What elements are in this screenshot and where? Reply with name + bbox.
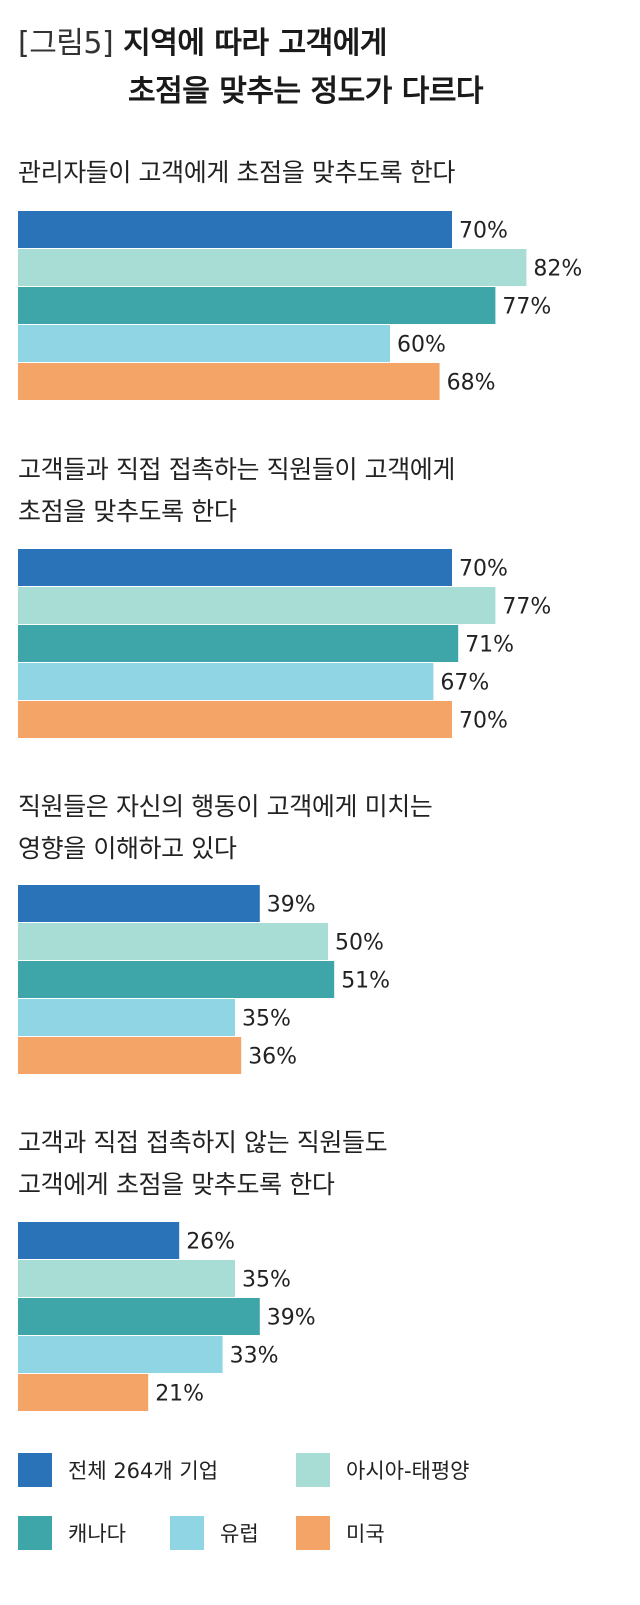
- bar-q1-total: [18, 211, 452, 248]
- legend-item-usa: 미국: [296, 1515, 385, 1551]
- legend-swatch-europe: [170, 1516, 204, 1550]
- value-label-q3-total: 39%: [267, 893, 316, 918]
- question-label-2a: 고객들과 직접 접촉하는 직원들이 고객에게: [18, 455, 455, 484]
- legend-item-europe: 유럽: [170, 1515, 259, 1551]
- legend-item-total: 전체 264개 기업: [18, 1452, 218, 1488]
- value-label-q4-total: 26%: [186, 1230, 235, 1255]
- value-label-q2-asia-pacific: 77%: [502, 595, 551, 620]
- bar-q2-total: [18, 549, 452, 586]
- value-label-q2-canada: 71%: [465, 633, 514, 658]
- value-label-q2-europe: 67%: [440, 671, 489, 696]
- bar-q4-asia-pacific: [18, 1260, 235, 1297]
- legend-swatch-usa: [296, 1516, 330, 1550]
- figure-number: [그림5]: [18, 26, 114, 61]
- legend-label-usa: 미국: [346, 1522, 385, 1546]
- value-label-q2-usa: 70%: [459, 709, 508, 734]
- question-label-3b: 영향을 이해하고 있다: [18, 834, 237, 863]
- value-label-q1-usa: 68%: [447, 371, 496, 396]
- value-label-q1-europe: 60%: [397, 333, 446, 358]
- value-label-q1-asia-pacific: 82%: [533, 257, 582, 282]
- value-label-q1-canada: 77%: [502, 295, 551, 320]
- value-label-q4-asia-pacific: 35%: [242, 1268, 291, 1293]
- legend-label-total: 전체 264개 기업: [68, 1459, 219, 1483]
- bar-q3-total: [18, 885, 260, 922]
- legend-label-canada: 캐나다: [68, 1522, 126, 1546]
- bar-q1-usa: [18, 363, 440, 400]
- bar-q2-europe: [18, 663, 434, 700]
- value-label-q4-usa: 21%: [155, 1382, 204, 1407]
- bar-q4-usa: [18, 1374, 149, 1411]
- value-label-q4-europe: 33%: [230, 1344, 279, 1369]
- bar-q2-asia-pacific: [18, 587, 496, 624]
- bar-q1-canada: [18, 287, 496, 324]
- value-label-q1-total: 70%: [459, 219, 508, 244]
- figure-title-text-2: 초점을 맞추는 정도가 다르다: [128, 74, 484, 109]
- bar-q2-usa: [18, 701, 452, 738]
- question-label-4b: 고객에게 초점을 맞추도록 한다: [18, 1170, 335, 1199]
- question-label-4a: 고객과 직접 접촉하지 않는 직원들도: [18, 1128, 388, 1157]
- value-label-q2-total: 70%: [459, 557, 508, 582]
- legend-item-canada: 캐나다: [18, 1515, 126, 1551]
- value-label-q3-usa: 36%: [248, 1045, 297, 1070]
- bar-q2-canada: [18, 625, 459, 662]
- figure-title-line-2: 초점을 맞추는 정도가 다르다: [128, 66, 484, 110]
- question-label-2b: 초점을 맞추도록 한다: [18, 497, 237, 526]
- legend-swatch-total: [18, 1453, 52, 1487]
- value-label-q3-asia-pacific: 50%: [335, 931, 384, 956]
- legend-label-europe: 유럽: [220, 1522, 259, 1546]
- question-label-3a: 직원들은 자신의 행동이 고객에게 미치는: [18, 792, 433, 821]
- bar-q3-asia-pacific: [18, 923, 328, 960]
- legend-item-asia-pacific: 아시아-태평양: [296, 1452, 470, 1488]
- legend-swatch-canada: [18, 1516, 52, 1550]
- figure-title-line-1: [그림5] 지역에 따라 고객에게: [18, 18, 387, 62]
- value-label-q3-canada: 51%: [341, 969, 390, 994]
- bar-q3-canada: [18, 961, 335, 998]
- bar-q1-asia-pacific: [18, 249, 527, 286]
- bar-q3-usa: [18, 1037, 242, 1074]
- bar-q4-europe: [18, 1336, 223, 1373]
- bar-q3-europe: [18, 999, 235, 1036]
- bar-q1-europe: [18, 325, 390, 362]
- legend-label-asia-pacific: 아시아-태평양: [346, 1459, 470, 1483]
- figure-title-text-1: 지역에 따라 고객에게: [123, 26, 387, 61]
- question-label-1: 관리자들이 고객에게 초점을 맞추도록 한다: [18, 158, 455, 187]
- bar-q4-total: [18, 1222, 180, 1259]
- value-label-q3-europe: 35%: [242, 1007, 291, 1032]
- legend-swatch-asia-pacific: [296, 1453, 330, 1487]
- bar-q4-canada: [18, 1298, 260, 1335]
- value-label-q4-canada: 39%: [267, 1306, 316, 1331]
